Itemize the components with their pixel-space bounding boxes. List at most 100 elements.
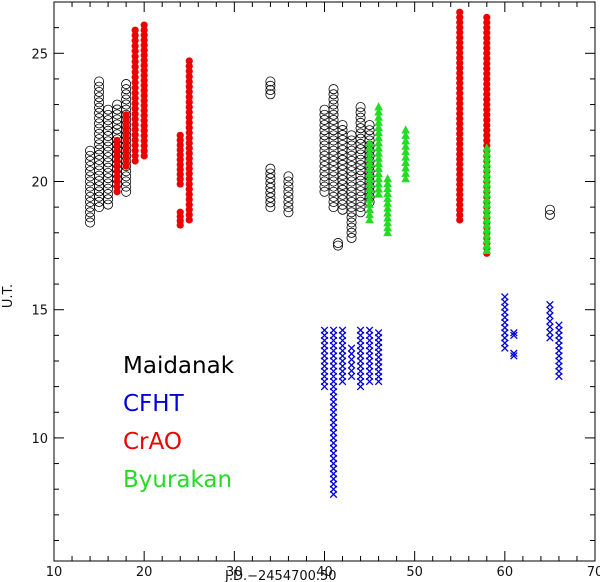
data-point (103, 199, 114, 210)
data-point (328, 186, 339, 197)
data-point (319, 114, 330, 125)
data-point (510, 352, 518, 360)
data-point (94, 81, 105, 92)
data-point (265, 89, 276, 100)
data-point (85, 217, 96, 228)
data-point (329, 326, 338, 334)
data-point (456, 120, 464, 128)
data-point (365, 209, 374, 219)
data-point (265, 76, 276, 87)
data-point (140, 56, 148, 64)
data-point (365, 199, 374, 208)
data-point (185, 62, 193, 70)
data-point (94, 181, 105, 192)
data-point (85, 155, 96, 166)
data-point (85, 197, 96, 208)
data-point (185, 180, 193, 188)
data-point (347, 372, 356, 381)
data-point (483, 29, 491, 37)
data-point (140, 132, 148, 140)
data-point (482, 225, 492, 234)
data-point (328, 166, 339, 177)
data-point (131, 152, 139, 160)
data-point (346, 161, 357, 172)
data-point (176, 131, 184, 139)
data-point (483, 136, 491, 145)
data-point (265, 197, 276, 208)
data-point (103, 189, 114, 200)
data-point (131, 110, 139, 118)
data-point (383, 183, 392, 193)
data-point (546, 317, 554, 326)
data-point (456, 191, 464, 199)
data-point (131, 89, 139, 97)
data-point (319, 155, 330, 166)
data-point (510, 349, 518, 358)
data-point (103, 162, 114, 173)
data-point (113, 157, 121, 165)
data-point (401, 157, 410, 166)
data-point (483, 116, 491, 124)
data-point (140, 152, 148, 160)
data-point (131, 31, 139, 40)
data-point (319, 109, 330, 120)
data-point (483, 100, 491, 109)
data-point (456, 69, 464, 77)
y-tick-label: 15 (31, 304, 48, 319)
data-point (131, 146, 139, 155)
data-point (319, 150, 330, 161)
data-point (94, 102, 105, 113)
x-tick-label: 30 (226, 565, 243, 580)
data-point (346, 181, 357, 192)
data-point (283, 176, 294, 187)
data-point (319, 135, 330, 146)
data-point (374, 189, 383, 198)
data-point (483, 75, 491, 83)
data-point (94, 76, 105, 87)
data-point (510, 331, 518, 340)
data-point (131, 84, 139, 92)
data-point (185, 216, 193, 224)
data-point (328, 109, 339, 120)
data-point (131, 42, 139, 50)
data-point (482, 230, 492, 239)
data-point (328, 130, 339, 141)
data-point (122, 136, 130, 145)
data-point (482, 199, 492, 208)
data-point (546, 306, 554, 314)
data-point (103, 115, 114, 126)
data-point (456, 84, 464, 92)
data-point (510, 329, 518, 337)
data-point (319, 161, 330, 172)
data-point (122, 157, 130, 165)
data-point (265, 173, 276, 184)
data-point (456, 18, 464, 26)
data-point (140, 26, 148, 34)
data-point (456, 170, 464, 178)
data-point (131, 105, 139, 113)
data-point (456, 135, 464, 143)
data-point (482, 168, 492, 178)
data-point (185, 170, 193, 178)
data-point (456, 13, 464, 21)
data-point (374, 153, 383, 162)
data-point (346, 222, 357, 233)
data-point (103, 120, 114, 131)
y-tick-label: 25 (31, 47, 48, 62)
data-point (456, 175, 464, 184)
data-point (365, 148, 374, 157)
data-point (140, 36, 148, 44)
data-point (185, 175, 193, 183)
data-point (283, 207, 294, 218)
data-point (283, 197, 294, 208)
data-point (346, 140, 357, 151)
data-point (456, 206, 464, 214)
legend: Maidanak CFHT CrAO Byurakan (123, 353, 235, 493)
data-point (456, 64, 464, 72)
data-point (131, 136, 139, 144)
data-point (122, 126, 130, 134)
data-point (347, 366, 356, 375)
data-point (185, 185, 193, 193)
data-point (140, 66, 148, 74)
